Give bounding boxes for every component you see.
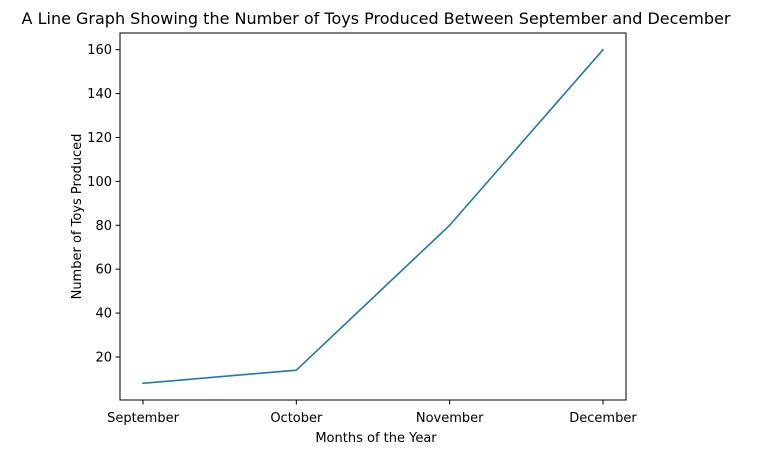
y-tick-label: 80: [95, 219, 112, 234]
x-tick-label: November: [416, 411, 484, 426]
x-axis-label: Months of the Year: [315, 431, 437, 446]
x-axis-ticks: September October November December: [107, 400, 637, 426]
chart-title: A Line Graph Showing the Number of Toys …: [22, 9, 731, 28]
x-tick-label: October: [270, 411, 323, 426]
y-tick-label: 60: [95, 263, 112, 278]
y-tick-label: 100: [87, 175, 112, 190]
y-tick-label: 160: [87, 43, 112, 58]
y-tick-label: 140: [87, 87, 112, 102]
plot-area: September October November December 20 40 60 8…: [87, 32, 637, 426]
plot-frame: [119, 32, 627, 401]
x-tick-label: September: [107, 411, 180, 426]
y-tick-label: 20: [95, 350, 112, 365]
y-axis-label: Number of Toys Produced: [70, 134, 85, 300]
y-tick-label: 120: [87, 131, 112, 146]
y-tick-label: 40: [95, 307, 112, 322]
x-tick-label: December: [569, 411, 637, 426]
series-layer: [142, 48, 605, 385]
y-axis-ticks: 20 40 60 80 100 120 140 160: [87, 43, 120, 365]
series-line-0: [142, 48, 605, 385]
